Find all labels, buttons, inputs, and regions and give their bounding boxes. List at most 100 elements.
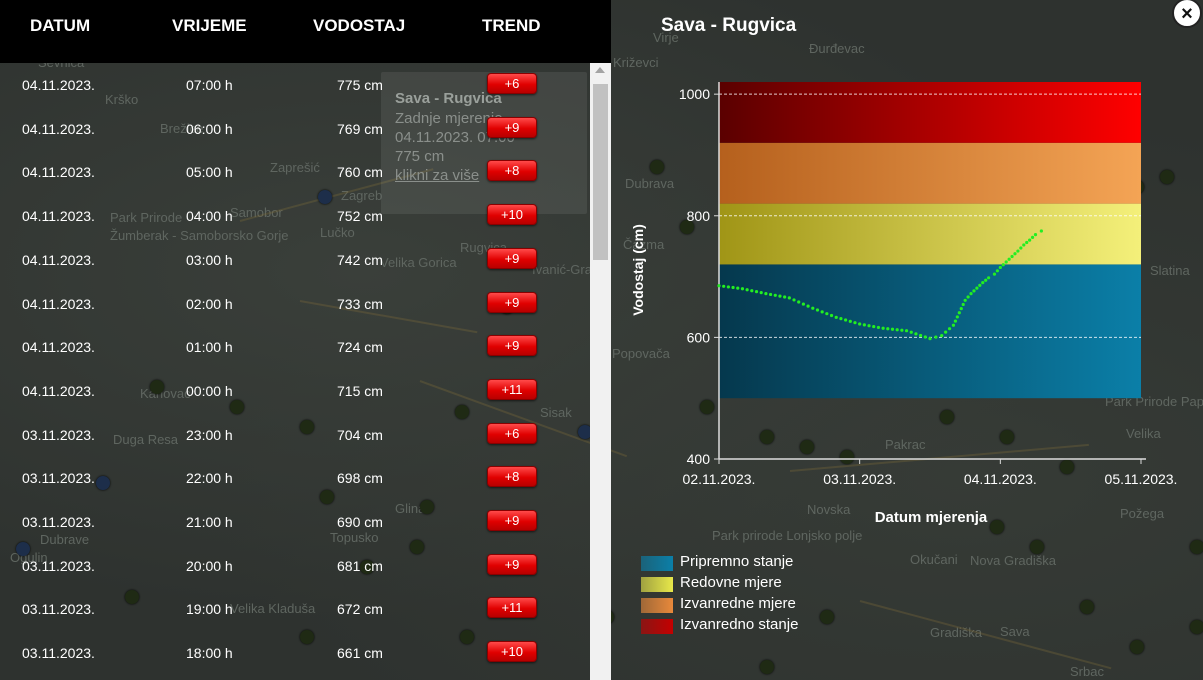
- series-point: [773, 293, 777, 297]
- measuring-station-marker[interactable]: [990, 520, 1004, 534]
- measuring-station-marker[interactable]: [460, 630, 474, 644]
- x-tick-label: 04.11.2023.: [964, 471, 1037, 487]
- map-place-label: Samobor: [230, 205, 283, 220]
- series-point: [886, 327, 890, 331]
- series-point: [1013, 252, 1017, 256]
- series-point: [1001, 263, 1005, 267]
- time-cell: 19:00 h: [186, 601, 233, 618]
- measuring-station-marker[interactable]: [1080, 600, 1094, 614]
- scroll-up-icon[interactable]: [595, 67, 605, 73]
- measuring-station-marker[interactable]: [150, 380, 164, 394]
- measuring-station-marker[interactable]: [578, 425, 592, 439]
- measuring-station-marker[interactable]: [410, 540, 424, 554]
- table-row[interactable]: 04.11.2023. 07:00 h 775 cm +6: [0, 63, 590, 107]
- map-place-label: Gradiška: [930, 625, 983, 640]
- trend-badge: +8: [487, 160, 537, 182]
- header-time: VRIJEME: [172, 16, 247, 35]
- header-date: DATUM: [30, 16, 91, 35]
- measuring-station-marker[interactable]: [1130, 640, 1144, 654]
- series-point: [834, 315, 838, 319]
- series-point: [1033, 233, 1038, 237]
- x-axis-label: Datum mjerenja: [875, 509, 988, 526]
- measuring-station-marker[interactable]: [360, 560, 374, 574]
- measuring-station-marker[interactable]: [1190, 620, 1203, 634]
- table-row[interactable]: 03.11.2023. 23:00 h 704 cm +6: [0, 413, 590, 457]
- measuring-station-marker[interactable]: [760, 660, 774, 674]
- table-row[interactable]: 03.11.2023. 19:00 h 672 cm +11: [0, 587, 590, 631]
- measuring-station-marker[interactable]: [650, 160, 664, 174]
- series-point: [1019, 246, 1023, 250]
- measuring-station-marker[interactable]: [230, 400, 244, 414]
- close-icon[interactable]: ×: [1172, 0, 1202, 28]
- measuring-station-marker[interactable]: [300, 420, 314, 434]
- y-axis-label: Vodostaj (cm): [630, 224, 646, 316]
- trend-badge: +11: [487, 378, 537, 400]
- series-point: [1030, 235, 1035, 239]
- scrollbar[interactable]: [590, 63, 611, 680]
- trend-badge: +6: [487, 73, 537, 94]
- series-point: [957, 311, 961, 315]
- series-point: [904, 329, 909, 333]
- table-row[interactable]: 04.11.2023. 00:00 h 715 cm +11: [0, 369, 590, 413]
- measuring-station-marker[interactable]: [840, 450, 854, 464]
- series-point: [998, 265, 1002, 270]
- measuring-station-marker[interactable]: [940, 410, 954, 424]
- map-place-label: Virje: [653, 30, 679, 45]
- popup-text: 775 cm: [395, 148, 445, 165]
- measuring-station-marker[interactable]: [800, 440, 814, 454]
- level-cell: 698 cm: [337, 470, 383, 487]
- table-row[interactable]: 04.11.2023. 06:00 h 769 cm +9: [0, 107, 590, 151]
- popup-link[interactable]: klikni za više: [395, 167, 480, 184]
- level-cell: 715 cm: [337, 382, 383, 399]
- table-row[interactable]: 04.11.2023. 04:00 h 752 cm +10: [0, 194, 590, 238]
- measuring-station-marker[interactable]: [16, 542, 30, 556]
- measuring-station-marker[interactable]: [420, 500, 434, 514]
- measuring-station-marker[interactable]: [680, 220, 694, 234]
- table-row[interactable]: 03.11.2023. 18:00 h 661 cm +10: [0, 631, 590, 675]
- measuring-station-marker[interactable]: [760, 430, 774, 444]
- level-cell: 681 cm: [337, 557, 383, 574]
- series-point: [787, 296, 791, 300]
- trend-badge: +9: [487, 335, 537, 357]
- measuring-station-marker[interactable]: [1060, 460, 1074, 474]
- measuring-station-marker[interactable]: [125, 590, 139, 604]
- trend-badge: +9: [487, 247, 537, 269]
- legend-label: Redovne mjere: [680, 574, 782, 591]
- series-point: [923, 335, 927, 339]
- measuring-station-marker[interactable]: [820, 610, 834, 624]
- series-point: [987, 276, 991, 280]
- measuring-station-marker[interactable]: [1190, 540, 1203, 554]
- measuring-station-marker[interactable]: [300, 630, 314, 644]
- measuring-station-marker[interactable]: [700, 400, 714, 414]
- series-point: [961, 302, 965, 307]
- measuring-station-marker[interactable]: [320, 490, 334, 504]
- map-place-label: Park Prirode: [110, 210, 183, 225]
- series-point: [1007, 257, 1011, 261]
- level-cell: 704 cm: [337, 426, 383, 443]
- map-place-label: Dubrava: [625, 176, 675, 191]
- measuring-station-marker[interactable]: [455, 405, 469, 419]
- measurements-table: DATUM VRIJEME VODOSTAJ TREND 04.11.2023.…: [0, 0, 611, 680]
- series-point: [797, 300, 801, 304]
- table-row[interactable]: 04.11.2023. 05:00 h 760 cm +8: [0, 150, 590, 194]
- table-row[interactable]: 04.11.2023. 03:00 h 742 cm +9: [0, 238, 590, 282]
- measuring-station-marker[interactable]: [1160, 170, 1174, 184]
- measuring-station-marker[interactable]: [1030, 540, 1044, 554]
- table-row[interactable]: 03.11.2023. 21:00 h 690 cm +9: [0, 500, 590, 544]
- table-row[interactable]: 04.11.2023. 01:00 h 724 cm +9: [0, 325, 590, 369]
- table-row[interactable]: 04.11.2023. 02:00 h 733 cm +9: [0, 282, 590, 326]
- measuring-station-marker[interactable]: [1000, 430, 1014, 444]
- table-row[interactable]: 03.11.2023. 20:00 h 681 cm +9: [0, 544, 590, 588]
- time-cell: 18:00 h: [186, 645, 233, 662]
- table-body[interactable]: 04.11.2023. 07:00 h 775 cm +6 04.11.2023. 06:…: [0, 63, 590, 680]
- map-place-label: Velika: [1126, 426, 1161, 441]
- date-cell: 03.11.2023.: [22, 470, 95, 487]
- date-cell: 04.11.2023.: [22, 77, 95, 93]
- y-tick-label: 1000: [679, 86, 710, 102]
- series-point: [959, 307, 963, 311]
- scrollbar-thumb[interactable]: [593, 84, 608, 260]
- measuring-station-marker[interactable]: [318, 190, 332, 204]
- table-header: DATUM VRIJEME VODOSTAJ TREND: [0, 0, 611, 63]
- measuring-station-marker[interactable]: [96, 476, 110, 490]
- table-row[interactable]: 03.11.2023. 22:00 h 698 cm +8: [0, 456, 590, 500]
